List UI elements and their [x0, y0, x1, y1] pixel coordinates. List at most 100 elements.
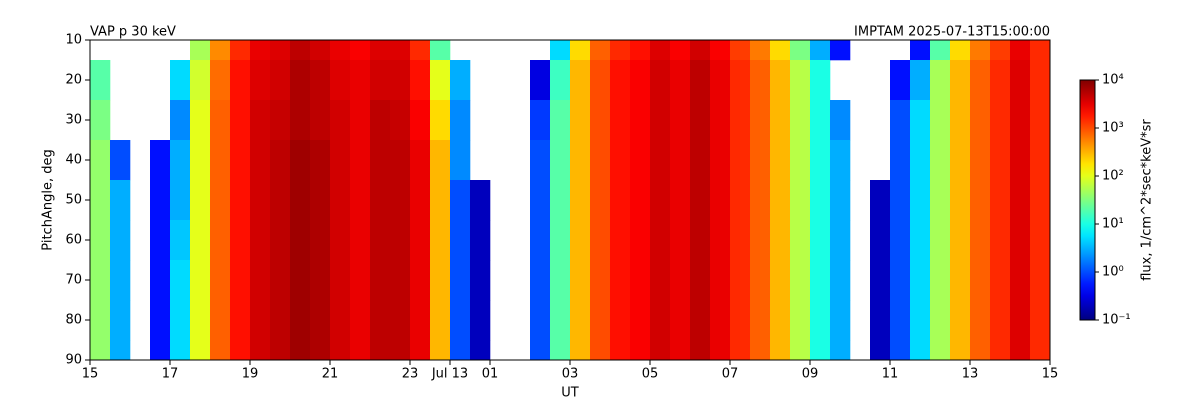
- heatmap-cell: [390, 340, 411, 361]
- heatmap-cell: [270, 260, 291, 301]
- heatmap-cell: [710, 300, 731, 341]
- heatmap-cell: [290, 220, 311, 261]
- x-tick-label: 23: [402, 367, 419, 382]
- heatmap-cell: [770, 140, 791, 181]
- heatmap-cell: [270, 100, 291, 141]
- x-tick-label: 07: [722, 367, 739, 382]
- heatmap-cell: [890, 340, 911, 361]
- heatmap-cell: [550, 60, 571, 101]
- heatmap-cell: [170, 260, 191, 301]
- heatmap-cell: [190, 340, 211, 361]
- heatmap-cell: [730, 300, 751, 341]
- x-tick-label: 03: [562, 367, 579, 382]
- heatmap-cell: [90, 340, 111, 361]
- x-axis-label: UT: [561, 386, 579, 400]
- heatmap-cell: [170, 140, 191, 181]
- heatmap-cell: [270, 40, 291, 61]
- heatmap-cell: [310, 260, 331, 301]
- heatmap-cell: [670, 260, 691, 301]
- heatmap-cell: [770, 220, 791, 261]
- heatmap-cell: [630, 60, 651, 101]
- heatmap-cell: [670, 220, 691, 261]
- heatmap-cell: [430, 300, 451, 341]
- heatmap-cell: [370, 220, 391, 261]
- heatmap-cell: [530, 100, 551, 141]
- heatmap-cell: [570, 300, 591, 341]
- heatmap-cell: [970, 300, 991, 341]
- heatmap-cell: [770, 40, 791, 61]
- heatmap-cell: [690, 220, 711, 261]
- heatmap-cell: [630, 100, 651, 141]
- heatmap-cell: [730, 140, 751, 181]
- heatmap-cell: [650, 140, 671, 181]
- heatmap-cell: [90, 60, 111, 101]
- heatmap-cell: [550, 100, 571, 141]
- heatmap-cell: [290, 60, 311, 101]
- heatmap-cell: [890, 180, 911, 221]
- heatmap-cell: [350, 340, 371, 361]
- heatmap-cell: [290, 300, 311, 341]
- heatmap-cell: [830, 40, 851, 61]
- heatmap-cell: [450, 180, 471, 221]
- heatmap-cell: [930, 260, 951, 301]
- heatmap-cell: [1030, 220, 1051, 261]
- heatmap-cell: [750, 300, 771, 341]
- heatmap-cell: [310, 60, 331, 101]
- heatmap-cell: [930, 40, 951, 61]
- heatmap-cell: [890, 260, 911, 301]
- heatmap-cell: [350, 140, 371, 181]
- x-tick-label: 13: [962, 367, 979, 382]
- heatmap-cell: [190, 220, 211, 261]
- heatmap-cell: [910, 180, 931, 221]
- heatmap-cell: [670, 140, 691, 181]
- heatmap-cell: [570, 60, 591, 101]
- heatmap-cell: [150, 260, 171, 301]
- heatmap-cell: [910, 300, 931, 341]
- heatmap-cell: [910, 40, 931, 61]
- y-axis-label: PitchAngle, deg: [41, 149, 56, 250]
- heatmap-cell: [570, 220, 591, 261]
- heatmap-cell: [810, 260, 831, 301]
- heatmap-cell: [950, 260, 971, 301]
- heatmap-cell: [830, 180, 851, 221]
- heatmap-cell: [190, 140, 211, 181]
- heatmap-cell: [410, 40, 431, 61]
- heatmap-cells: [90, 40, 1051, 361]
- heatmap-cell: [990, 60, 1011, 101]
- heatmap-cell: [290, 340, 311, 361]
- heatmap-cell: [890, 60, 911, 101]
- heatmap-cell: [590, 340, 611, 361]
- heatmap-cell: [270, 340, 291, 361]
- heatmap-cell: [750, 180, 771, 221]
- heatmap-cell: [750, 100, 771, 141]
- heatmap-cell: [590, 220, 611, 261]
- heatmap-cell: [990, 220, 1011, 261]
- heatmap-cell: [550, 340, 571, 361]
- heatmap-cell: [170, 60, 191, 101]
- heatmap-cell: [430, 60, 451, 101]
- heatmap-cell: [790, 220, 811, 261]
- heatmap-cell: [790, 180, 811, 221]
- heatmap-cell: [770, 340, 791, 361]
- heatmap-cell: [970, 60, 991, 101]
- heatmap-cell: [830, 340, 851, 361]
- heatmap-cell: [90, 300, 111, 341]
- heatmap-cell: [810, 220, 831, 261]
- heatmap-cell: [690, 300, 711, 341]
- heatmap-cell: [190, 300, 211, 341]
- heatmap-cell: [610, 340, 631, 361]
- heatmap-cell: [330, 340, 351, 361]
- heatmap-cell: [670, 100, 691, 141]
- heatmap-cell: [890, 300, 911, 341]
- heatmap-cell: [750, 140, 771, 181]
- heatmap-cell: [970, 180, 991, 221]
- heatmap-cell: [410, 300, 431, 341]
- heatmap-cell: [1010, 300, 1031, 341]
- heatmap-cell: [590, 40, 611, 61]
- heatmap-cell: [670, 300, 691, 341]
- heatmap-cell: [830, 220, 851, 261]
- heatmap-cell: [230, 140, 251, 181]
- heatmap-cell: [570, 260, 591, 301]
- heatmap-cell: [390, 220, 411, 261]
- heatmap-cell: [690, 260, 711, 301]
